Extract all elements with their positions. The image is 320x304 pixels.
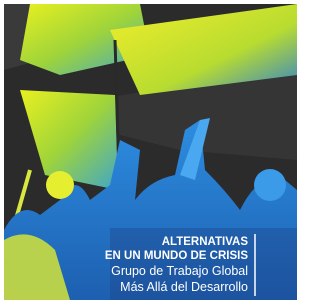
book-cover: ALTERNATIVAS EN UN MUNDO DE CRISIS Grupo… [0, 0, 301, 304]
head [46, 171, 74, 199]
head [254, 169, 286, 201]
title-line: ALTERNATIVAS [162, 236, 249, 248]
subtitle-line: Más Allá del Desarrollo [120, 280, 248, 294]
page: {"cover": {"title_lines": ["ALTERNATIVAS… [0, 0, 301, 304]
subtitle-line: Grupo de Trabajo Global [111, 264, 248, 278]
title-line: EN UN MUNDO DE CRISIS [105, 250, 248, 262]
